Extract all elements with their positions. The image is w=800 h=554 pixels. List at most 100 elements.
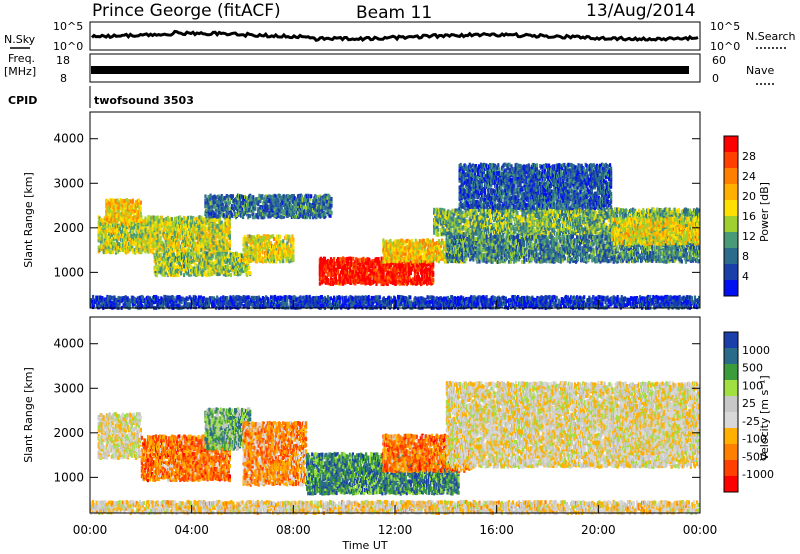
power-cell [253,235,255,239]
power-cell [390,296,392,300]
power-cell [429,300,431,304]
power-cell [109,295,111,299]
power-cell [215,196,217,200]
power-cell [602,296,604,300]
cpid-panel: CPID twofsound 3503 [8,86,194,108]
power-cell [281,206,283,210]
power-cell [257,215,259,219]
power-cell [168,218,170,222]
power-cell [545,295,547,299]
power-cell [226,296,228,300]
power-cell [481,305,483,309]
power-cell [175,265,177,269]
power-cell [250,195,252,199]
power-cell [655,295,657,299]
power-cell [178,241,180,245]
power-cell [230,273,232,277]
power-cell [286,296,288,300]
power-cell [506,299,508,303]
power-cell [328,195,330,199]
power-cell [195,296,197,300]
power-cell [235,266,237,270]
power-cell [567,295,569,299]
power-cell [101,301,103,305]
power-cell [461,300,463,304]
power-cell [457,296,459,300]
cpid-value: twofsound 3503 [94,94,194,107]
power-cell [617,295,619,299]
power-cell [130,209,132,213]
power-cell [307,209,309,213]
power-cell [91,299,93,303]
power-cell [253,215,255,219]
power-cell [172,221,174,225]
power-cell [200,216,202,220]
power-cell [142,219,144,223]
cpid-label: CPID [8,94,37,107]
power-cell [583,295,585,299]
power-cell [208,302,210,306]
power-cell [160,236,162,240]
power-cell [115,214,117,218]
freq-tick-bottom: 8 [60,72,67,85]
freq-tick-top: 18 [56,54,70,67]
power-cell [222,203,224,207]
power-cell [172,296,174,300]
power-cell [171,217,173,221]
power-cell [178,252,180,256]
power-cell [187,297,189,301]
power-cell [274,194,276,198]
power-cell [190,265,192,269]
power-cell [630,296,632,300]
power-cell [315,195,317,199]
power-cell [150,245,152,249]
power-cell [128,298,130,302]
freq-label: Freq. [8,52,35,65]
power-cell [300,296,302,300]
power-cell [142,296,144,300]
power-cell [252,245,254,249]
power-cell [219,253,221,257]
power-cell [160,253,162,257]
power-cell [140,218,142,222]
power-cell [330,211,332,215]
power-cell [232,194,234,198]
power-cell [194,262,196,266]
power-cell [163,258,165,262]
power-cell [540,295,542,299]
power-cell [173,262,175,266]
power-cell [144,217,146,221]
power-cell [611,296,613,300]
power-cell [428,296,430,300]
power-cell [247,271,249,275]
power-cell [254,207,256,211]
power-cell [130,205,132,209]
power-cell [103,249,105,253]
power-cell [281,215,283,219]
power-cell [216,296,218,300]
nsearch-tick-bottom: 10^0 [710,40,740,53]
power-cell [157,216,159,220]
power-cell [354,296,356,300]
power-cell [185,226,187,230]
power-cell [368,295,370,299]
power-cell [279,194,281,198]
nsky-tick-top: 10^5 [53,20,83,33]
power-cell [155,221,157,225]
power-cell [550,296,552,300]
power-cell [149,296,151,300]
power-cell [92,295,94,299]
power-cell [265,200,267,204]
power-cell [218,265,220,269]
power-cell [556,296,558,300]
power-cell [695,299,697,303]
power-cell [109,299,111,303]
power-cell [248,295,250,299]
power-cell [173,253,175,257]
power-cell [201,227,203,231]
power-cell [547,295,549,299]
power-cell [309,295,311,299]
power-cell [252,195,254,199]
power-cell [132,199,134,203]
